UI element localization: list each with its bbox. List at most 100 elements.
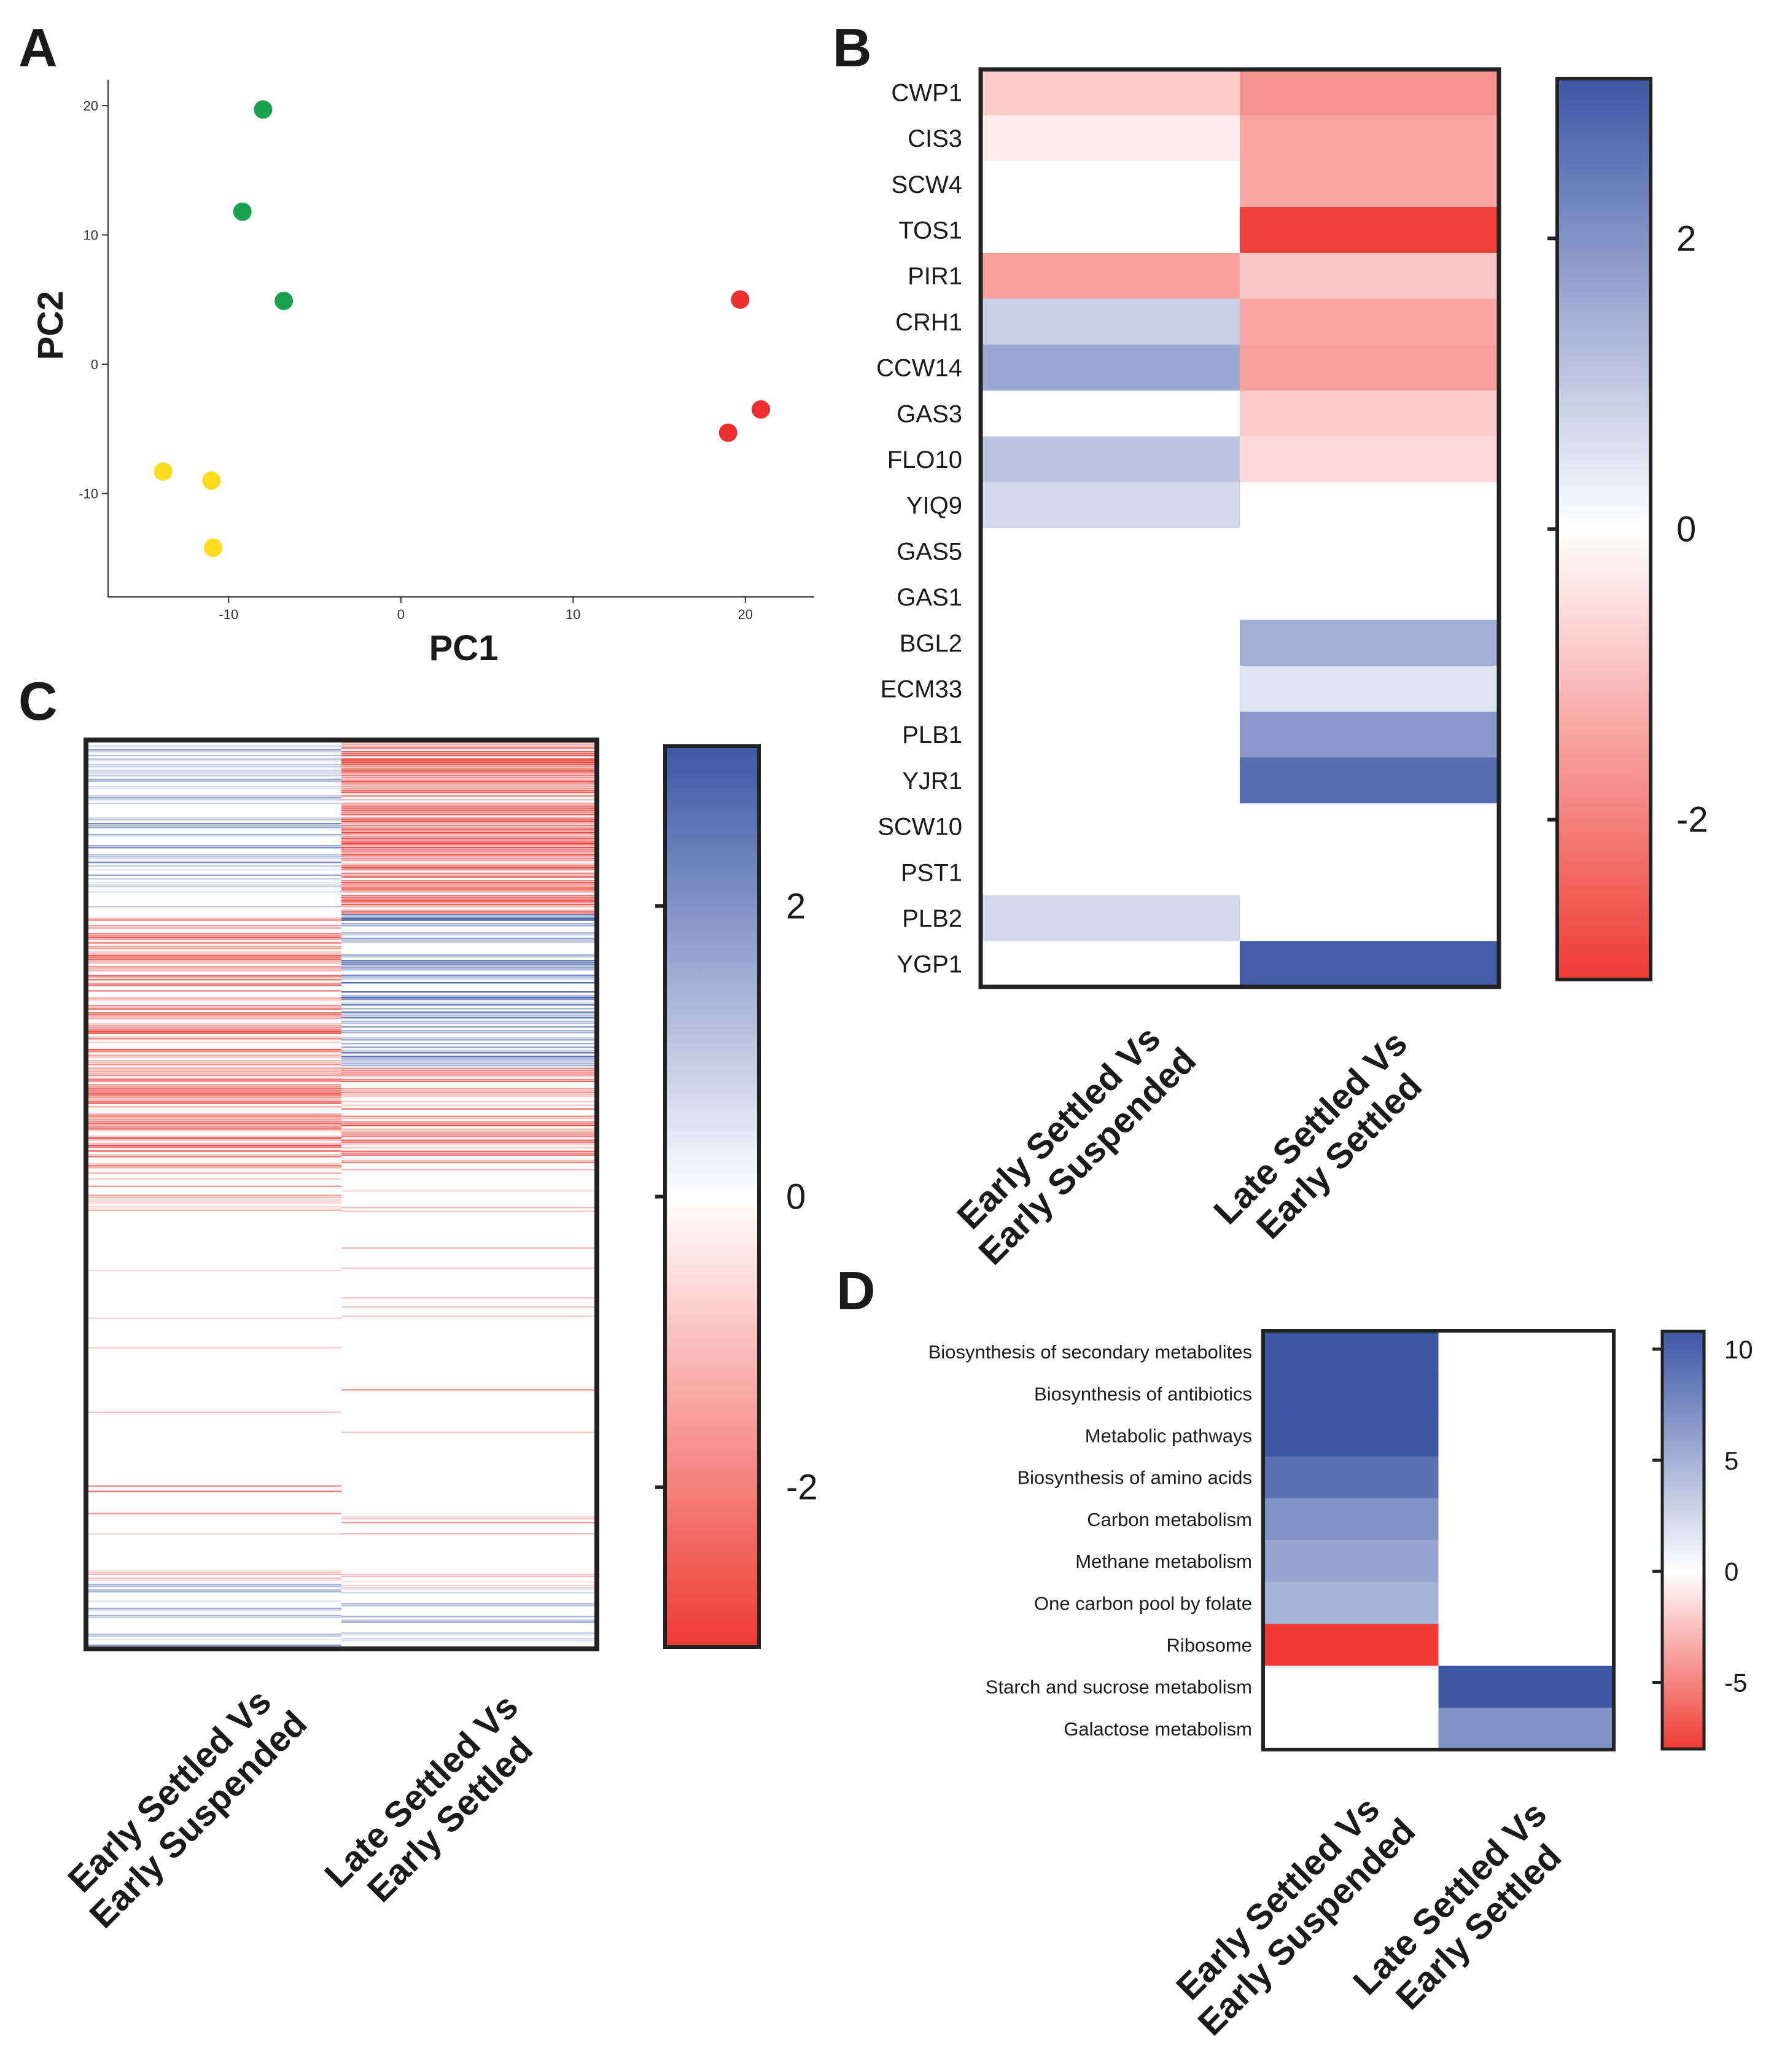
genome-heatmap-stripe <box>341 1575 595 1578</box>
genome-heatmap-stripe <box>341 854 595 856</box>
pathway-heatmap-frame <box>1261 1329 1616 1751</box>
genome-heatmap-stripe <box>88 836 341 838</box>
genome-heatmap-stripe <box>341 1089 595 1092</box>
genome-heatmap-stripe <box>88 1185 341 1187</box>
genome-heatmap-stripe <box>88 882 341 884</box>
gene-heatmap-cell <box>981 207 1240 254</box>
genome-heatmap-stripe <box>341 923 595 925</box>
genome-heatmap-stripe <box>341 1141 595 1143</box>
genome-heatmap-stripe <box>88 1145 341 1147</box>
genome-heatmap-stripe <box>341 906 595 908</box>
pca-y-axis-title: PC2 <box>31 291 71 360</box>
genome-heatmap-stripe <box>88 1591 341 1593</box>
genome-heatmap-stripe <box>88 983 341 984</box>
genome-heatmap-stripe <box>341 847 595 849</box>
genome-heatmap-stripe <box>88 1025 341 1027</box>
genome-heatmap-stripe <box>88 1067 341 1069</box>
genome-heatmap-stripe <box>341 1152 595 1155</box>
genome-heatmap-stripe <box>341 817 595 819</box>
genome-heatmap-stripe <box>341 1584 595 1587</box>
gene-heatmap-cell <box>981 345 1240 391</box>
genome-heatmap-stripe <box>341 873 595 874</box>
gene-row-label: PIR1 <box>908 263 962 290</box>
pathway-heatmap-cell <box>1438 1624 1614 1667</box>
gene-heatmap-cell <box>1240 895 1500 941</box>
genome-heatmap-stripe <box>341 769 595 771</box>
genome-heatmap-stripe <box>341 1588 595 1590</box>
pca-x-tick-label: -10 <box>219 607 238 622</box>
genome-heatmap-stripe <box>341 1619 595 1621</box>
genome-heatmap-stripe <box>88 788 341 790</box>
genome-heatmap-stripe <box>341 978 595 980</box>
gene-heatmap-cell <box>1240 620 1500 666</box>
genome-heatmap-stripe <box>341 1004 595 1006</box>
genome-heatmap-stripe <box>88 856 341 858</box>
genome-heatmap-stripe <box>341 753 595 755</box>
genome-heatmap-stripe <box>88 1638 341 1641</box>
pathway-row-label: Biosynthesis of antibiotics <box>1034 1383 1252 1404</box>
genome-heatmap-stripe <box>88 1038 341 1040</box>
pathway-heatmap-cell <box>1263 1456 1439 1499</box>
genome-heatmap-stripe <box>88 919 341 921</box>
genome-heatmap-stripe <box>88 977 341 979</box>
genome-heatmap-stripe <box>88 865 341 867</box>
genome-heatmap-stripe <box>341 969 595 971</box>
genome-heatmap-stripe <box>88 749 341 751</box>
genome-heatmap-stripe <box>341 956 595 958</box>
pathway-heatmap-cell <box>1438 1414 1614 1457</box>
genome-heatmap-stripe <box>341 919 595 921</box>
genome-heatmap-stripe <box>88 823 341 825</box>
genome-heatmap-stripe <box>341 764 595 766</box>
genome-heatmap-stripe <box>341 834 595 836</box>
genome-heatmap-stripe <box>341 1056 595 1057</box>
genome-heatmap-stripe <box>341 1431 595 1433</box>
genome-heatmap-stripe <box>341 823 595 825</box>
genome-heatmap-stripe <box>88 1029 341 1030</box>
genome-heatmap-stripe <box>341 808 595 810</box>
genome-heatmap-stripe <box>341 1008 595 1010</box>
genome-heatmap-stripe <box>341 1132 595 1134</box>
gene-heatmap-cell <box>981 252 1240 300</box>
gene-heatmap-cell <box>981 298 1240 345</box>
genome-heatmap-stripe <box>88 746 341 747</box>
genome-heatmap-stripe <box>88 1269 341 1271</box>
gene-heatmap-cell <box>981 115 1240 162</box>
gene-row-label: SCW10 <box>877 814 962 841</box>
genome-heatmap-stripe <box>341 965 595 967</box>
gene-row-label: ECM33 <box>881 676 962 703</box>
genome-heatmap-frame <box>84 738 599 1651</box>
pathway-heatmap-cell <box>1438 1540 1614 1583</box>
genome-heatmap-stripe <box>341 1210 595 1212</box>
genome-heatmap-stripe <box>341 1640 595 1642</box>
pca-y-tick-label: 10 <box>84 228 98 243</box>
gene-heatmap-cell <box>1240 69 1500 116</box>
genome-heatmap-stripe <box>88 766 341 768</box>
genome-heatmap-stripe <box>341 1150 595 1153</box>
gene-heatmap-col-label-1: Early Settled VsEarly Suspended <box>943 1011 1204 1272</box>
genome-heatmap-stripe <box>341 917 595 919</box>
genome-heatmap-stripe <box>88 1128 341 1130</box>
genome-heatmap-stripe <box>341 1147 595 1149</box>
genome-heatmap-stripe <box>341 1130 595 1132</box>
pca-point <box>233 202 252 221</box>
gene-heatmap-col-label-2: Late Settled VsEarly Settled <box>1206 1023 1444 1261</box>
genome-heatmap-stripe <box>88 819 341 821</box>
genome-heatmap-stripe <box>341 786 595 788</box>
genome-heatmap-stripe <box>341 1207 595 1209</box>
panel-letter-a: A <box>18 17 58 78</box>
gene-row-label: TOS1 <box>898 217 962 244</box>
gene-heatmap-cell <box>1240 161 1500 208</box>
genome-heatmap-stripe <box>88 1137 341 1139</box>
genome-heatmap-stripe <box>341 934 595 936</box>
genome-heatmap-stripe <box>341 1050 595 1052</box>
genome-heatmap-stripe <box>88 1573 341 1576</box>
genome-heatmap-stripe <box>88 1172 341 1174</box>
genome-heatmap-stripe <box>88 946 341 948</box>
genome-heatmap-stripe <box>341 1573 595 1576</box>
pathway-heatmap: Biosynthesis of secondary metabolites Bio… <box>928 1329 1616 2043</box>
genome-heatmap-stripe <box>341 1015 595 1017</box>
genome-heatmap-stripe <box>88 1124 341 1126</box>
genome-heatmap-stripe <box>341 1621 595 1623</box>
pathway-heatmap-colorbar-gradient <box>1660 1330 1706 1751</box>
genome-heatmap-stripe <box>341 766 595 768</box>
